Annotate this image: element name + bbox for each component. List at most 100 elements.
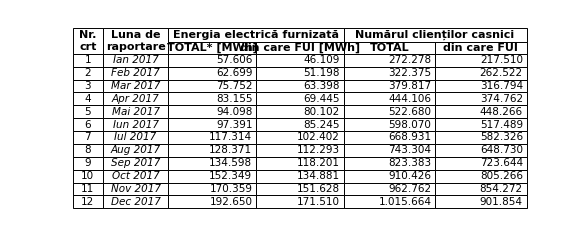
Bar bbox=[343, 170, 435, 183]
Text: 117.314: 117.314 bbox=[209, 132, 252, 143]
Text: 582.326: 582.326 bbox=[480, 132, 523, 143]
Bar bbox=[343, 131, 435, 144]
Bar bbox=[168, 144, 256, 157]
Text: 85.245: 85.245 bbox=[304, 120, 340, 130]
Text: 517.489: 517.489 bbox=[480, 120, 523, 130]
Text: 62.699: 62.699 bbox=[216, 68, 252, 78]
Bar bbox=[435, 183, 526, 195]
Text: Nr.
crt: Nr. crt bbox=[79, 30, 97, 52]
Bar bbox=[73, 195, 102, 208]
Bar bbox=[168, 80, 256, 92]
Bar bbox=[73, 131, 102, 144]
Text: 262.522: 262.522 bbox=[480, 68, 523, 78]
Bar bbox=[256, 183, 343, 195]
Text: 854.272: 854.272 bbox=[480, 184, 523, 194]
Bar bbox=[343, 28, 526, 42]
Bar bbox=[73, 92, 102, 105]
Bar bbox=[435, 144, 526, 157]
Bar bbox=[256, 170, 343, 183]
Bar bbox=[73, 183, 102, 195]
Text: 444.106: 444.106 bbox=[388, 94, 431, 104]
Text: 805.266: 805.266 bbox=[480, 171, 523, 181]
Bar bbox=[102, 67, 168, 80]
Bar bbox=[256, 157, 343, 170]
Text: 522.680: 522.680 bbox=[388, 107, 431, 117]
Bar bbox=[343, 92, 435, 105]
Text: 170.359: 170.359 bbox=[209, 184, 252, 194]
Bar bbox=[168, 157, 256, 170]
Bar bbox=[435, 157, 526, 170]
Bar bbox=[73, 105, 102, 118]
Bar bbox=[435, 80, 526, 92]
Bar bbox=[73, 28, 102, 54]
Text: 1.015.664: 1.015.664 bbox=[378, 197, 431, 207]
Text: 3: 3 bbox=[85, 81, 91, 91]
Text: 743.304: 743.304 bbox=[388, 145, 431, 155]
Text: 151.628: 151.628 bbox=[297, 184, 340, 194]
Bar bbox=[256, 131, 343, 144]
Text: 171.510: 171.510 bbox=[297, 197, 340, 207]
Bar bbox=[168, 28, 343, 42]
Text: 12: 12 bbox=[81, 197, 94, 207]
Bar bbox=[343, 80, 435, 92]
Text: 1: 1 bbox=[85, 55, 91, 65]
Bar bbox=[343, 195, 435, 208]
Bar bbox=[435, 92, 526, 105]
Bar bbox=[102, 195, 168, 208]
Text: 80.102: 80.102 bbox=[304, 107, 340, 117]
Bar bbox=[73, 170, 102, 183]
Bar bbox=[102, 183, 168, 195]
Bar bbox=[343, 118, 435, 131]
Text: 272.278: 272.278 bbox=[388, 55, 431, 65]
Text: 152.349: 152.349 bbox=[209, 171, 252, 181]
Bar bbox=[343, 183, 435, 195]
Bar bbox=[168, 54, 256, 67]
Text: 63.398: 63.398 bbox=[304, 81, 340, 91]
Bar bbox=[168, 183, 256, 195]
Text: 8: 8 bbox=[85, 145, 91, 155]
Bar bbox=[435, 67, 526, 80]
Bar bbox=[168, 170, 256, 183]
Text: 118.201: 118.201 bbox=[297, 158, 340, 168]
Text: 11: 11 bbox=[81, 184, 94, 194]
Bar bbox=[168, 92, 256, 105]
Text: 134.881: 134.881 bbox=[297, 171, 340, 181]
Bar bbox=[256, 54, 343, 67]
Bar bbox=[168, 105, 256, 118]
Text: 448.266: 448.266 bbox=[480, 107, 523, 117]
Bar bbox=[343, 67, 435, 80]
Bar bbox=[256, 67, 343, 80]
Text: 112.293: 112.293 bbox=[297, 145, 340, 155]
Text: Iun 2017: Iun 2017 bbox=[112, 120, 159, 130]
Bar bbox=[73, 80, 102, 92]
Text: Luna de
raportare: Luna de raportare bbox=[106, 30, 166, 52]
Text: Ian 2017: Ian 2017 bbox=[113, 55, 159, 65]
Text: 723.644: 723.644 bbox=[480, 158, 523, 168]
Bar bbox=[343, 54, 435, 67]
Text: 51.198: 51.198 bbox=[304, 68, 340, 78]
Text: 901.854: 901.854 bbox=[480, 197, 523, 207]
Text: 94.098: 94.098 bbox=[216, 107, 252, 117]
Text: 6: 6 bbox=[85, 120, 91, 130]
Text: 75.752: 75.752 bbox=[216, 81, 252, 91]
Bar bbox=[102, 54, 168, 67]
Bar bbox=[256, 118, 343, 131]
Text: 134.598: 134.598 bbox=[209, 158, 252, 168]
Text: din care FUI: din care FUI bbox=[443, 43, 518, 53]
Bar bbox=[435, 195, 526, 208]
Bar bbox=[168, 118, 256, 131]
Text: 217.510: 217.510 bbox=[480, 55, 523, 65]
Text: Mai 2017: Mai 2017 bbox=[112, 107, 160, 117]
Bar bbox=[343, 42, 435, 54]
Text: Energia electrică furnizată: Energia electrică furnizată bbox=[173, 30, 339, 40]
Text: TOTAL* [MWh]: TOTAL* [MWh] bbox=[167, 43, 257, 53]
Bar bbox=[435, 54, 526, 67]
Bar bbox=[168, 42, 256, 54]
Text: 2: 2 bbox=[85, 68, 91, 78]
Bar bbox=[256, 105, 343, 118]
Text: Mar 2017: Mar 2017 bbox=[111, 81, 160, 91]
Bar bbox=[102, 131, 168, 144]
Bar bbox=[435, 42, 526, 54]
Text: 46.109: 46.109 bbox=[304, 55, 340, 65]
Bar bbox=[343, 144, 435, 157]
